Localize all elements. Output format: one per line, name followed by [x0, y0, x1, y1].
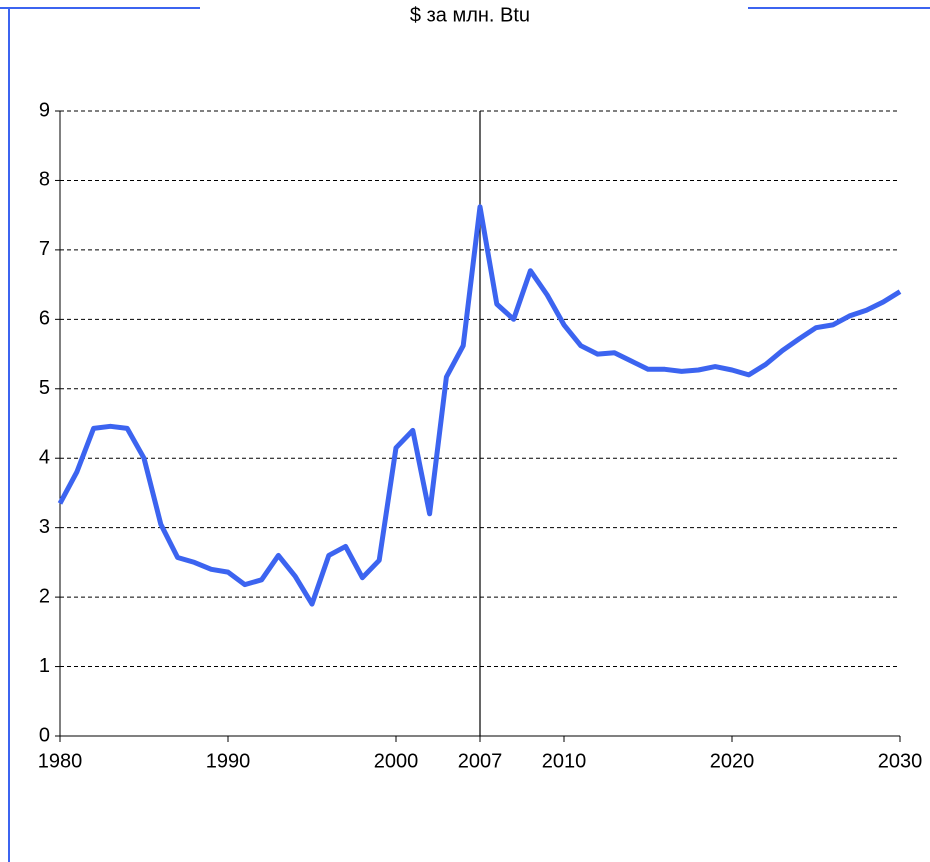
x-tick-label: 1990	[206, 750, 251, 772]
y-tick-label: 5	[39, 377, 50, 399]
x-tick-label: 2007	[458, 750, 503, 772]
data-line	[57, 204, 902, 607]
y-tick-label: 2	[39, 585, 50, 607]
y-tick-label: 8	[39, 169, 50, 191]
y-tick-label: 7	[39, 238, 50, 260]
y-tick-label: 9	[39, 99, 50, 121]
y-tick-label: 6	[39, 308, 50, 330]
chart-title: $ за млн. Btu	[410, 4, 530, 26]
x-tick-label: 1980	[38, 750, 83, 772]
y-tick-label: 1	[39, 655, 50, 677]
y-tick-label: 0	[39, 724, 50, 746]
x-tick-label: 2010	[542, 750, 587, 772]
x-tick-label: 2030	[878, 750, 923, 772]
y-tick-label: 4	[39, 447, 50, 469]
x-tick-label: 2000	[374, 750, 419, 772]
y-tick-label: 3	[39, 516, 50, 538]
x-tick-label: 2020	[710, 750, 755, 772]
